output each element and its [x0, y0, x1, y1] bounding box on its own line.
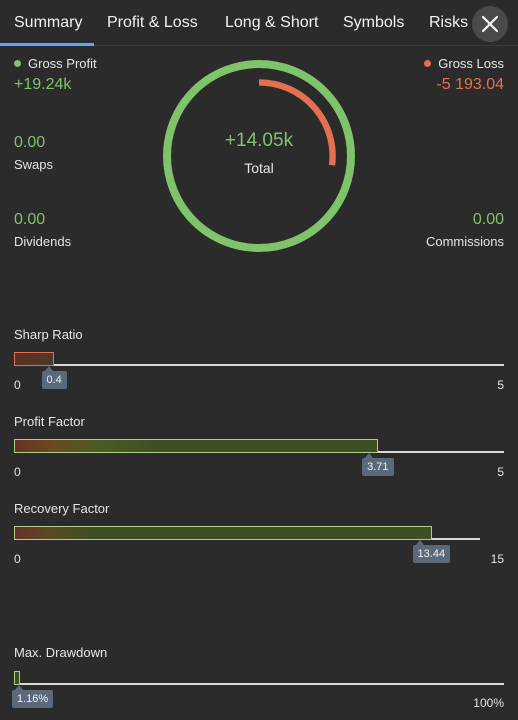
swaps-label: Swaps [14, 157, 54, 172]
tab-risks[interactable]: Risks [429, 14, 469, 31]
sharp-ratio-min: 0 [14, 378, 21, 392]
gross-profit-label: Gross Profit [14, 56, 97, 71]
loss-dot-icon [424, 60, 432, 67]
max-drawdown-tag: 1.16% [12, 685, 54, 708]
active-tab-indicator [0, 43, 94, 46]
gross-profit-value: +19.24k [14, 76, 72, 93]
profit-ring-track [163, 60, 355, 252]
sharp-ratio-bar [14, 352, 54, 366]
swaps-value: 0.00 [14, 134, 46, 151]
recovery-factor-title: Recovery Factor [14, 501, 110, 516]
total-label: Total [244, 160, 274, 176]
gross-loss-value: -5 193.04 [436, 76, 504, 93]
recovery-factor-bar [14, 526, 432, 540]
close-icon [481, 15, 499, 33]
profit-factor-max: 5 [497, 465, 504, 479]
commissions-value: 0.00 [472, 211, 504, 228]
profit-factor-bar [14, 439, 378, 453]
gross-loss-label: Gross Loss [424, 56, 504, 71]
tab-bar: Summary Profit & Loss Long & Short Symbo… [0, 0, 518, 46]
loss-ring-arc [258, 79, 336, 166]
sharp-ratio-title: Sharp Ratio [14, 327, 83, 342]
sharp-ratio-track [14, 364, 504, 366]
max-drawdown-max: 100% [473, 696, 504, 710]
tab-summary[interactable]: Summary [14, 14, 83, 31]
dividends-label: Dividends [14, 234, 72, 249]
profit-factor-tag: 3.71 [362, 453, 394, 476]
total-value: +14.05k [224, 130, 294, 151]
recovery-factor-max: 15 [490, 552, 504, 566]
recovery-factor-min: 0 [14, 552, 21, 566]
profit-dot-icon [14, 60, 21, 67]
max-drawdown-track [14, 683, 504, 685]
max-drawdown-title: Max. Drawdown [14, 645, 108, 660]
dividends-value: 0.00 [14, 211, 46, 228]
tab-symbols[interactable]: Symbols [343, 14, 405, 31]
profit-factor-title: Profit Factor [14, 414, 85, 429]
tab-long-short[interactable]: Long & Short [225, 14, 319, 31]
sharp-ratio-tag: 0.4 [41, 366, 67, 389]
close-button[interactable] [472, 6, 508, 42]
commissions-label: Commissions [425, 234, 504, 249]
profit-factor-min: 0 [14, 465, 21, 479]
sharp-ratio-max: 5 [497, 378, 504, 392]
recovery-factor-tag: 13.44 [412, 540, 451, 563]
profit-loss-ring [163, 60, 355, 252]
max-drawdown-bar [14, 671, 20, 685]
tab-profit-loss[interactable]: Profit & Loss [107, 14, 198, 31]
